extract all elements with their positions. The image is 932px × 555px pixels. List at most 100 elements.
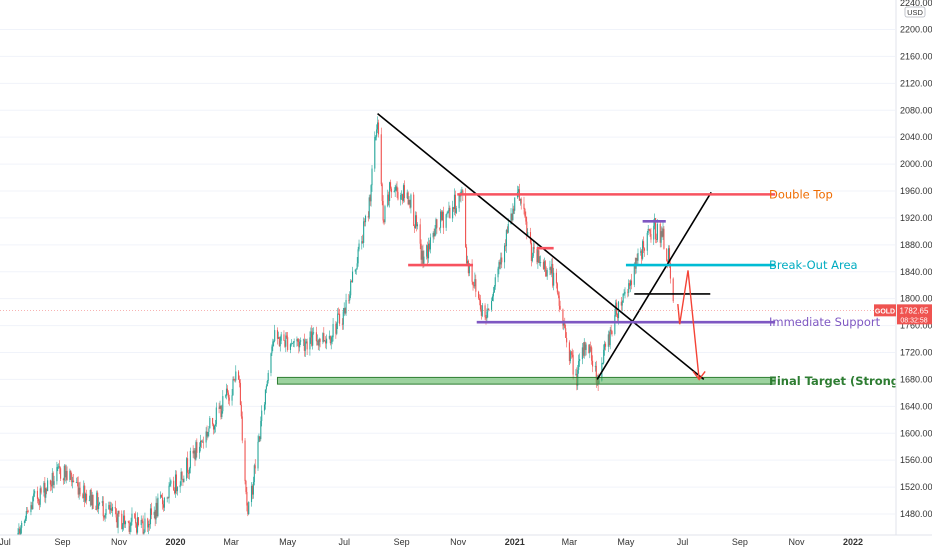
candle-body: [430, 237, 431, 249]
candle-body: [434, 229, 435, 237]
annotation-label-1[interactable]: Double Top: [769, 187, 833, 201]
price-tick-label: 2000.00: [900, 159, 932, 169]
candle-body: [591, 347, 592, 360]
candle-body: [142, 520, 143, 521]
annotation-label-2[interactable]: Break-Out Area: [769, 258, 858, 272]
candle-body: [261, 411, 262, 421]
candle-body: [382, 184, 383, 201]
candle-body: [400, 195, 401, 200]
candle-body: [248, 502, 249, 514]
candle-body: [246, 492, 247, 506]
candle: [666, 248, 667, 262]
price-tick-label: 2080.00: [900, 105, 932, 115]
candle-body: [478, 292, 479, 299]
candle: [384, 205, 385, 224]
candle-body: [305, 343, 306, 350]
currency-label: USD: [907, 8, 923, 17]
candle-body: [287, 337, 288, 350]
candle-body: [592, 361, 593, 367]
candle-body: [232, 379, 233, 395]
candle-body: [241, 405, 242, 416]
candle-body: [397, 192, 398, 200]
price-tick-label: 1840.00: [900, 267, 932, 277]
candle-body: [320, 339, 321, 342]
candle-body: [573, 355, 574, 375]
candle-body: [170, 481, 171, 484]
candle-body: [586, 345, 587, 350]
candle-body: [221, 411, 222, 417]
candle-body: [383, 201, 384, 221]
candle-body: [240, 383, 241, 405]
candle-body: [417, 224, 418, 226]
candle-body: [59, 466, 60, 468]
candle-body: [323, 333, 324, 341]
time-tick-label: 2022: [843, 537, 863, 547]
candle-body: [525, 216, 526, 221]
candle-body: [135, 518, 136, 524]
candle: [673, 277, 674, 303]
candle-body: [280, 341, 281, 346]
candle-body: [501, 258, 502, 263]
candle-body: [605, 344, 606, 347]
candle-body: [300, 340, 301, 341]
candle-body: [331, 342, 332, 343]
time-tick-label: Mar: [223, 537, 239, 547]
candle-body: [371, 169, 372, 186]
annotation-label-3[interactable]: Immediate Support: [769, 315, 881, 329]
candle-body: [524, 209, 525, 216]
price-tick-label: 1720.00: [900, 348, 932, 358]
candle-body: [495, 277, 496, 286]
candle-body: [480, 300, 481, 309]
candle-body: [384, 206, 385, 222]
candle-body: [130, 526, 131, 532]
time-tick-label: Sep: [394, 537, 410, 547]
candle-body: [650, 234, 651, 240]
candle-body: [177, 487, 178, 491]
candle-body: [264, 405, 265, 411]
candle: [663, 226, 664, 250]
candle-body: [80, 488, 81, 494]
candle-body: [293, 342, 294, 343]
candle-body: [486, 312, 487, 319]
candle-body: [122, 524, 123, 529]
candle-body: [391, 189, 392, 193]
candle: [267, 380, 268, 386]
candle: [238, 370, 239, 380]
candle: [240, 379, 241, 405]
candle-body: [112, 507, 113, 511]
candle: [32, 496, 33, 510]
candle: [248, 501, 249, 515]
candle-body: [491, 301, 492, 310]
candle-body: [125, 521, 126, 524]
candle-body: [270, 353, 271, 373]
candle-body: [173, 481, 174, 490]
candle-body: [343, 311, 344, 324]
candle-body: [161, 495, 162, 498]
candle-body: [649, 229, 650, 234]
candle-body: [394, 191, 395, 192]
candle-body: [67, 471, 68, 480]
candle-body: [590, 347, 591, 348]
candle-body: [396, 186, 397, 191]
candle-body: [356, 269, 357, 270]
price-tick-label: 1880.00: [900, 240, 932, 250]
candle-body: [553, 273, 554, 286]
candle-body: [365, 216, 366, 222]
candle-body: [566, 338, 567, 342]
candle: [92, 494, 93, 508]
candle-body: [547, 270, 548, 276]
candle-body: [472, 282, 473, 286]
candle: [270, 353, 271, 377]
candle-body: [37, 491, 38, 499]
candle-body: [578, 361, 579, 370]
candle-body: [479, 298, 480, 300]
time-tick-label: 2021: [505, 537, 525, 547]
candle-body: [25, 519, 26, 521]
candle-body: [216, 407, 217, 424]
price-tick-label: 2120.00: [900, 78, 932, 88]
candle-body: [410, 195, 411, 208]
candle-body: [436, 219, 437, 227]
